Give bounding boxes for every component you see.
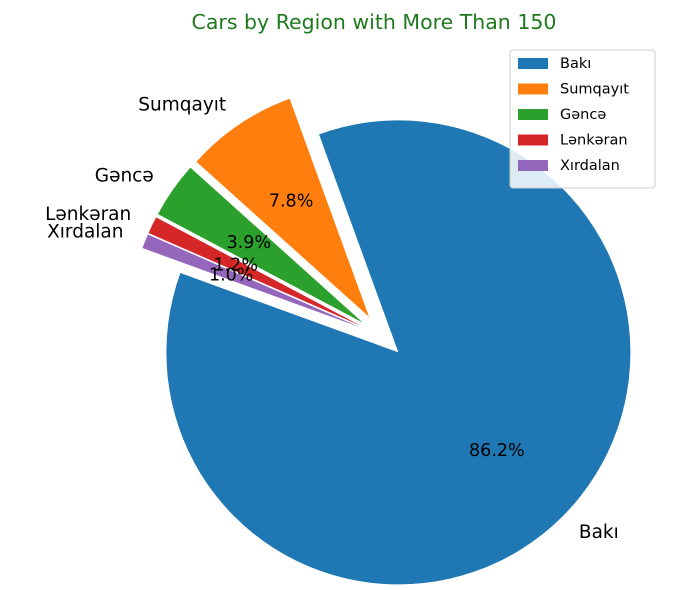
category-label-bak: Bakı [579,522,619,543]
slice-bak [166,120,631,585]
legend-label-sumqay-t: Sumqayıt [560,82,629,98]
slice-g-nc [157,167,363,323]
legend-label-l-nk-ran: Lənkəran [560,133,628,149]
category-label-l-nk-ran: Lənkəran [45,204,131,225]
legend-swatch-l-nk-ran [518,134,548,146]
legend: Bakı Sumqayıt Gəncə Lənkəran Xırdalan [509,49,656,189]
slice-l-nk-ran [148,217,362,326]
legend-swatch-x-rdalan [518,160,548,171]
pie-slices [142,98,631,585]
category-label-sumqay-t: Sumqayıt [138,94,226,115]
slice-sumqay-t [196,98,370,317]
legend-label-bak: Bakı [560,56,591,72]
category-label-g-nc: Gəncə [95,166,154,187]
legend-swatch-sumqay-t [518,83,548,95]
pct-label-g-nc: 3.9% [227,233,271,253]
pct-label-x-rdalan: 1.0% [209,266,253,286]
pct-label-l-nk-ran: 1.2% [213,255,257,275]
legend-items: Bakı Sumqayıt Gəncə Lənkəran Xırdalan [518,56,629,174]
pie-labels: 86.2% Bakı 7.8% Sumqayıt 3.9% Gəncə 1.2% Lənkər… [45,94,619,543]
chart-title: Cars by Region with More Than 150 [192,10,557,34]
category-label-x-rdalan: Xırdalan [47,222,123,243]
pct-label-bak: 86.2% [469,441,525,461]
legend-swatch-bak [518,58,548,69]
legend-swatch-g-nc [518,109,548,120]
pct-label-sumqay-t: 7.8% [269,191,313,211]
legend-label-x-rdalan: Xırdalan [560,158,620,174]
legend-label-g-nc: Gəncə [560,107,606,123]
slice-x-rdalan [142,234,361,328]
